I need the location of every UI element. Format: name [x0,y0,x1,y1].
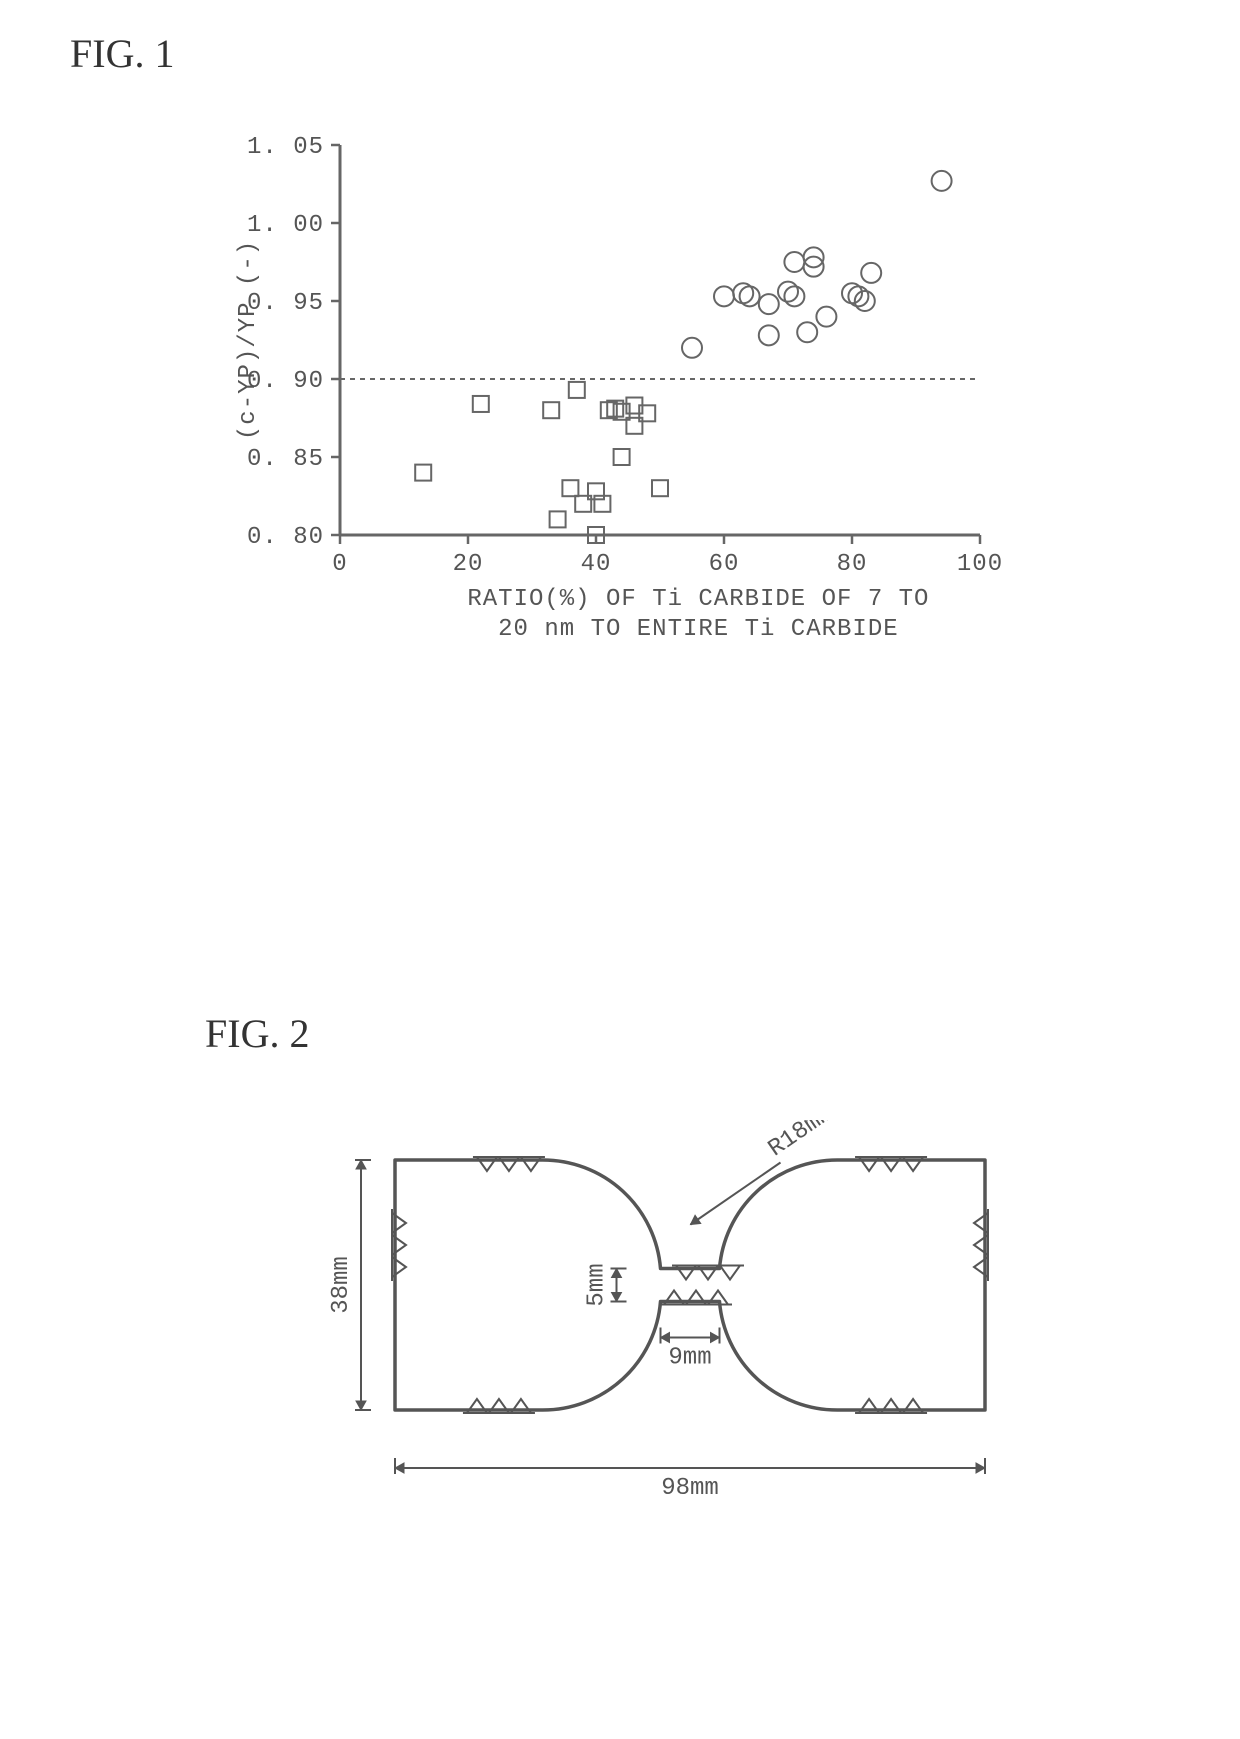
svg-text:100: 100 [957,551,1003,578]
svg-text:60: 60 [709,551,740,578]
svg-text:RATIO(%) OF Ti CARBIDE OF 7 TO: RATIO(%) OF Ti CARBIDE OF 7 TO [467,586,929,613]
page: FIG. 1 0204060801000. 800. 850. 900. 951… [0,0,1240,1739]
svg-text:0. 85: 0. 85 [247,446,324,473]
fig2-svg: 38mm 5mm 9mm 98mm R18mm [285,1120,1045,1520]
svg-text:38mm: 38mm [328,1256,355,1314]
svg-text:98mm: 98mm [661,1475,719,1502]
fig1-label-text: FIG. 1 [70,31,174,76]
svg-text:9mm: 9mm [668,1345,711,1372]
fig2-label: FIG. 2 [205,1010,309,1057]
fig1-chart: 0204060801000. 800. 850. 900. 951. 001. … [230,125,1020,755]
svg-text:0: 0 [332,551,347,578]
svg-text:1. 00: 1. 00 [247,212,324,239]
svg-text:1. 05: 1. 05 [247,134,324,161]
fig2-label-text: FIG. 2 [205,1011,309,1056]
svg-text:20 nm TO ENTIRE Ti CARBIDE: 20 nm TO ENTIRE Ti CARBIDE [498,616,898,643]
fig2-diagram: 38mm 5mm 9mm 98mm R18mm [285,1120,1045,1520]
svg-text:40: 40 [581,551,612,578]
fig1-svg: 0204060801000. 800. 850. 900. 951. 001. … [230,125,1020,755]
svg-text:(c-YP)/YP (-): (c-YP)/YP (-) [235,240,262,440]
svg-text:R18mm: R18mm [764,1120,839,1163]
svg-text:5mm: 5mm [584,1263,611,1306]
fig1-label: FIG. 1 [70,30,174,77]
svg-text:20: 20 [453,551,484,578]
svg-text:0. 80: 0. 80 [247,524,324,551]
svg-text:80: 80 [837,551,868,578]
